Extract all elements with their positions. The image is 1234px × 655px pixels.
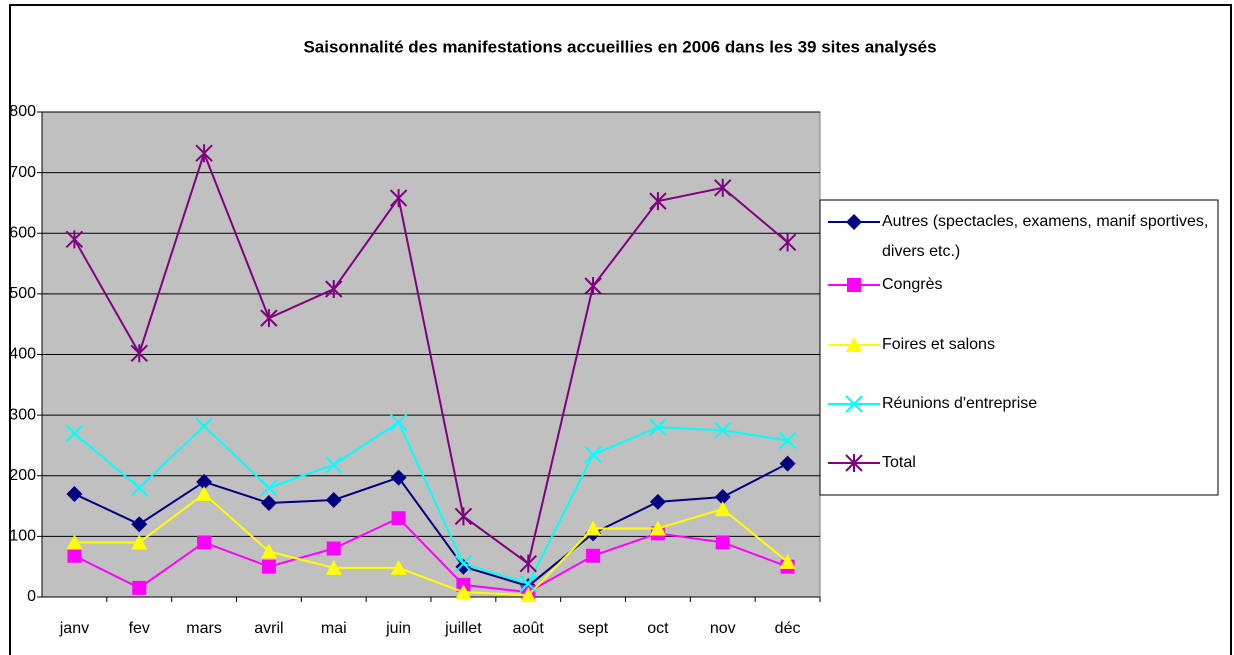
marker [649,192,667,211]
marker [584,445,602,464]
y-tick-label: 100 [9,528,36,545]
y-tick-label: 0 [27,588,36,605]
legend-label: Congrès [882,276,943,293]
y-tick-label: 200 [9,467,36,484]
marker [714,178,732,197]
series-line [73,462,789,588]
marker [260,495,277,512]
marker [846,214,862,230]
marker [65,424,84,443]
marker [714,421,732,439]
marker [649,418,667,436]
x-tick-label: mars [186,620,222,637]
legend-label: Autres (spectacles, examens, manif sport… [882,213,1209,260]
marker [778,431,797,450]
marker [196,473,213,490]
legend-label: Réunions d'entreprise [882,395,1038,412]
y-tick-label: 700 [9,164,36,181]
marker [715,535,730,550]
marker [130,344,148,363]
marker [584,276,602,295]
chart-title: Saisonnalité des manifestations accueill… [303,37,936,56]
marker [325,456,343,474]
marker [261,559,276,574]
marker [197,535,212,550]
y-tick-label: 400 [9,346,36,363]
marker [519,554,537,573]
x-tick-label: oct [647,620,669,637]
x-tick-label: mai [321,620,347,637]
x-tick-label: juin [385,620,411,637]
y-tick-label: 500 [9,285,36,302]
marker [66,534,83,550]
x-tick-label: janv [59,620,89,637]
y-tick-label: 800 [9,103,36,120]
marker [714,488,731,505]
x-tick-label: avril [254,620,283,637]
marker [131,534,148,550]
marker [389,413,408,432]
marker [520,587,537,603]
marker [195,417,213,435]
marker [260,543,277,559]
marker [454,554,473,573]
x-tick-label: août [513,620,545,637]
marker [519,574,537,593]
marker [132,580,147,595]
marker [586,548,601,563]
marker [66,485,83,502]
marker [260,309,278,328]
marker [131,516,148,533]
marker [845,395,863,413]
series-line [73,516,788,594]
marker [196,485,213,501]
x-tick-label: nov [710,620,736,637]
marker [455,584,472,600]
marker [325,559,342,575]
marker [65,230,84,249]
marker [649,520,666,536]
marker [389,189,408,208]
x-tick-label: déc [775,620,801,637]
marker [67,548,82,563]
x-tick-label: juillet [444,620,482,637]
marker [325,280,343,299]
marker [779,553,796,569]
legend-label: Total [882,454,916,471]
x-tick-label: sept [578,620,609,637]
marker [195,144,213,163]
marker [455,558,472,575]
series-line [74,492,789,597]
marker [847,278,861,292]
marker [779,455,796,472]
x-tick-label: fev [129,620,150,637]
marker [390,469,407,486]
marker [846,337,862,352]
legend-box [819,199,1219,496]
marker [326,541,341,556]
series-line [73,420,788,585]
marker [585,520,602,536]
marker [391,511,406,526]
marker [130,479,148,497]
legend-label: Foires et salons [882,336,995,353]
marker [714,501,731,517]
marker [649,493,666,510]
y-tick-label: 600 [9,224,36,241]
marker [845,454,863,472]
marker [260,479,278,497]
marker [390,559,407,575]
series-line [73,150,789,566]
y-tick-label: 300 [9,406,36,423]
marker [454,507,473,526]
marker [778,233,797,252]
marker [325,492,342,508]
